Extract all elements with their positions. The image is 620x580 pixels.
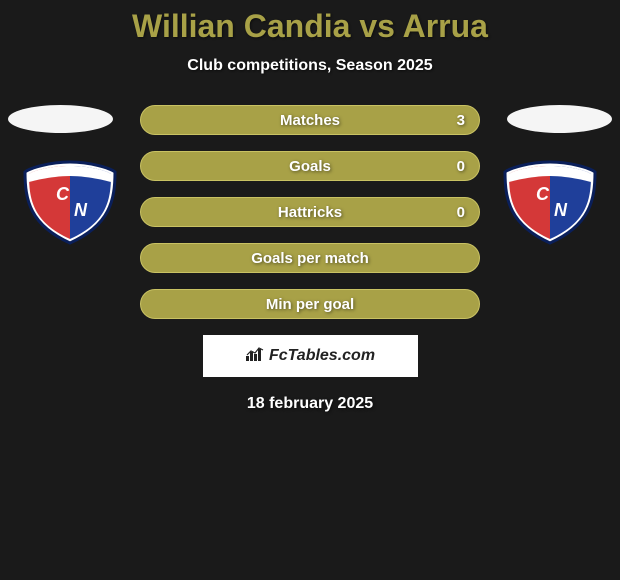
date-text: 18 february 2025	[0, 395, 620, 413]
stat-value-right: 0	[457, 204, 465, 221]
stat-row-min-per-goal: Min per goal	[140, 289, 480, 319]
svg-text:N: N	[554, 200, 568, 220]
stat-label: Matches	[280, 112, 340, 129]
svg-text:N: N	[74, 200, 88, 220]
stat-row-goals-per-match: Goals per match	[140, 243, 480, 273]
svg-text:C: C	[536, 184, 550, 204]
stat-row-hattricks: Hattricks 0	[140, 197, 480, 227]
stat-label: Goals	[289, 158, 331, 175]
stat-label: Min per goal	[266, 296, 354, 313]
main-container: C N C N Matches 3 Goals 0 Hattricks 0 Go…	[0, 105, 620, 413]
subtitle: Club competitions, Season 2025	[0, 57, 620, 75]
bar-chart-icon	[245, 346, 267, 367]
player-avatar-left	[8, 105, 113, 133]
stat-value-right: 0	[457, 158, 465, 175]
club-badge-left: C N	[20, 160, 120, 245]
shield-icon: C N	[500, 160, 600, 245]
page-title: Willian Candia vs Arrua	[0, 0, 620, 45]
stat-row-goals: Goals 0	[140, 151, 480, 181]
stat-bars: Matches 3 Goals 0 Hattricks 0 Goals per …	[140, 105, 480, 319]
player-avatar-right	[507, 105, 612, 133]
stat-label: Goals per match	[251, 250, 369, 267]
svg-text:C: C	[56, 184, 70, 204]
shield-icon: C N	[20, 160, 120, 245]
club-badge-right: C N	[500, 160, 600, 245]
stat-label: Hattricks	[278, 204, 342, 221]
stat-value-right: 3	[457, 112, 465, 129]
branding-text: FcTables.com	[269, 347, 375, 365]
branding-box: FcTables.com	[203, 335, 418, 377]
stat-row-matches: Matches 3	[140, 105, 480, 135]
